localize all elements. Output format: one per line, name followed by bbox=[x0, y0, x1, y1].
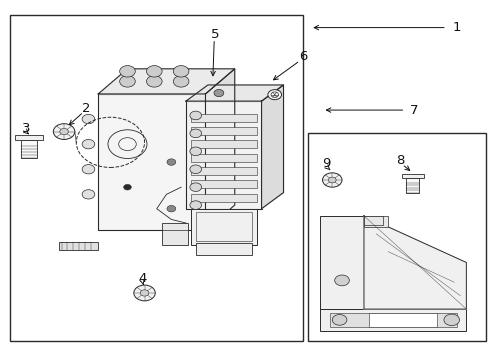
Bar bbox=[190, 127, 256, 135]
Circle shape bbox=[189, 183, 201, 192]
Circle shape bbox=[331, 315, 346, 325]
Bar bbox=[363, 216, 387, 226]
Bar bbox=[161, 223, 188, 244]
Circle shape bbox=[328, 177, 335, 183]
Bar bbox=[190, 167, 256, 175]
Polygon shape bbox=[185, 85, 283, 101]
Text: 2: 2 bbox=[81, 102, 90, 115]
Circle shape bbox=[267, 90, 281, 100]
Polygon shape bbox=[205, 69, 234, 230]
Bar bbox=[21, 140, 37, 158]
Text: 4: 4 bbox=[138, 272, 146, 285]
Circle shape bbox=[166, 159, 175, 165]
Circle shape bbox=[189, 147, 201, 156]
Bar bbox=[320, 216, 363, 309]
Polygon shape bbox=[98, 69, 234, 94]
Bar bbox=[59, 242, 98, 250]
Circle shape bbox=[146, 66, 162, 77]
Circle shape bbox=[173, 66, 188, 77]
Bar bbox=[190, 140, 256, 148]
Circle shape bbox=[82, 114, 95, 124]
Circle shape bbox=[214, 89, 224, 96]
Text: 6: 6 bbox=[298, 50, 306, 63]
Circle shape bbox=[443, 314, 459, 325]
Circle shape bbox=[140, 290, 148, 296]
Circle shape bbox=[189, 201, 201, 210]
Bar bbox=[368, 313, 436, 327]
Bar bbox=[307, 134, 485, 341]
Bar bbox=[15, 135, 42, 140]
Bar bbox=[185, 101, 261, 209]
Circle shape bbox=[189, 129, 201, 138]
Bar bbox=[190, 194, 256, 202]
Bar bbox=[98, 94, 205, 230]
Circle shape bbox=[166, 206, 175, 212]
Polygon shape bbox=[363, 216, 466, 309]
Bar bbox=[195, 243, 251, 255]
Circle shape bbox=[123, 184, 131, 190]
Bar bbox=[10, 15, 303, 341]
Bar bbox=[320, 309, 466, 330]
Bar bbox=[406, 178, 418, 193]
Bar bbox=[190, 180, 256, 188]
Text: 1: 1 bbox=[451, 21, 460, 34]
Circle shape bbox=[134, 285, 155, 301]
Text: 9: 9 bbox=[322, 157, 330, 170]
Bar bbox=[190, 209, 256, 244]
Circle shape bbox=[146, 76, 162, 87]
Circle shape bbox=[120, 76, 135, 87]
Circle shape bbox=[173, 76, 188, 87]
Circle shape bbox=[60, 129, 68, 135]
Bar bbox=[190, 114, 256, 122]
Circle shape bbox=[53, 124, 75, 139]
Circle shape bbox=[322, 173, 341, 187]
Circle shape bbox=[189, 111, 201, 120]
Circle shape bbox=[82, 165, 95, 174]
Circle shape bbox=[334, 275, 348, 286]
Circle shape bbox=[82, 139, 95, 149]
Polygon shape bbox=[261, 85, 283, 209]
Circle shape bbox=[120, 66, 135, 77]
Bar bbox=[363, 216, 383, 225]
Bar bbox=[401, 174, 423, 178]
Text: 7: 7 bbox=[409, 104, 418, 117]
Text: 5: 5 bbox=[210, 28, 219, 41]
Bar bbox=[329, 313, 456, 327]
Text: 8: 8 bbox=[396, 154, 404, 167]
Text: 3: 3 bbox=[22, 122, 30, 135]
Circle shape bbox=[189, 165, 201, 174]
Bar bbox=[190, 154, 256, 162]
Circle shape bbox=[82, 190, 95, 199]
Bar bbox=[195, 212, 251, 241]
